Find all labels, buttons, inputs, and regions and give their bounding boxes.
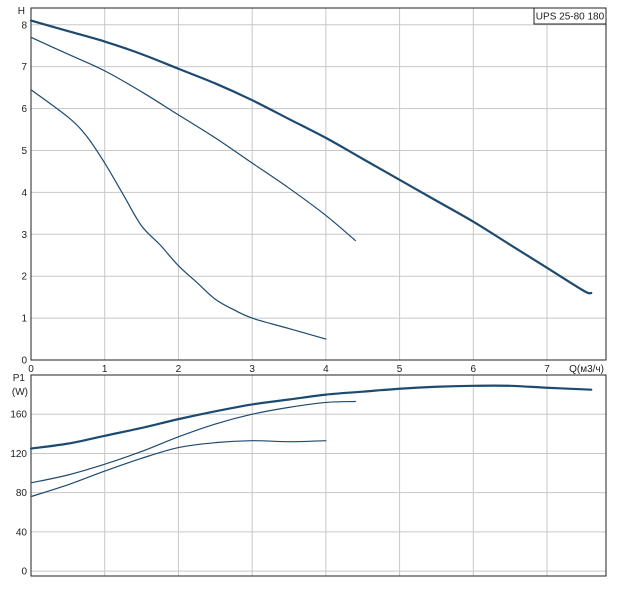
chart-1-y-axis-label: P1 [13,373,26,384]
chart-0-x-tick-label-4: 4 [323,364,329,375]
chart-0-y-tick-label-3: 3 [21,230,27,241]
chart-0-y-tick-label-2: 2 [21,272,27,283]
chart-0-plot-frame [30,7,607,361]
chart-0-y-tick-label-8: 8 [21,20,27,31]
chart-1-y-tick-label-4: 160 [10,410,27,421]
chart-1-series-line-2 [30,440,327,498]
chart-1-y-axis-unit: (W) [12,387,28,398]
chart-0-y-tick-label-1: 1 [21,314,27,325]
chart-0-y-tick-label-7: 7 [21,62,27,73]
chart-0-x-tick-label-2: 2 [176,364,182,375]
chart-0-y-tick-label-5: 5 [21,146,27,157]
chart-0-x-axis-label: Q(м3/ч) [569,364,604,375]
chart-0-x-tick-label-1: 1 [102,364,108,375]
chart-0-y-tick-label-4: 4 [21,188,27,199]
chart-0-x-tick-label-5: 5 [397,364,403,375]
chart-1-y-tick-label-0: 0 [21,567,27,578]
chart-0-y-tick-label-0: 0 [21,356,27,367]
chart-1-y-tick-label-3: 120 [10,449,27,460]
chart-0-series-line-2 [30,89,327,340]
chart-1-series-line-0 [29,384,593,450]
head-chart-panel: 0 1 2 3 4 5 6 7 8 0 1 2 3 4 5 6 7 H Q(м3/ч) UPS 25-80 180 [18,6,607,375]
chart-0-x-tick-label-3: 3 [249,364,255,375]
chart-0-x-tick-label-6: 6 [471,364,477,375]
chart-1-y-tick-label-1: 40 [16,527,28,538]
chart-1-y-tick-label-2: 80 [16,488,28,499]
chart-0-chart-title: UPS 25-80 180 [536,12,605,23]
chart-0-y-tick-label-6: 6 [21,104,27,115]
power-chart-panel: 0 40 80 120 160 P1 (W) [10,373,607,578]
chart-0-title-box [533,7,607,25]
chart-0-series-line-1 [30,36,356,242]
chart-0-series-line-0 [29,19,593,295]
chart-1-plot-frame [30,374,607,577]
chart-1-series-line-1 [30,400,356,484]
chart-0-y-axis-label: H [18,6,25,17]
chart-0-x-tick-label-7: 7 [544,364,550,375]
chart-0-x-tick-label-0: 0 [28,364,34,375]
